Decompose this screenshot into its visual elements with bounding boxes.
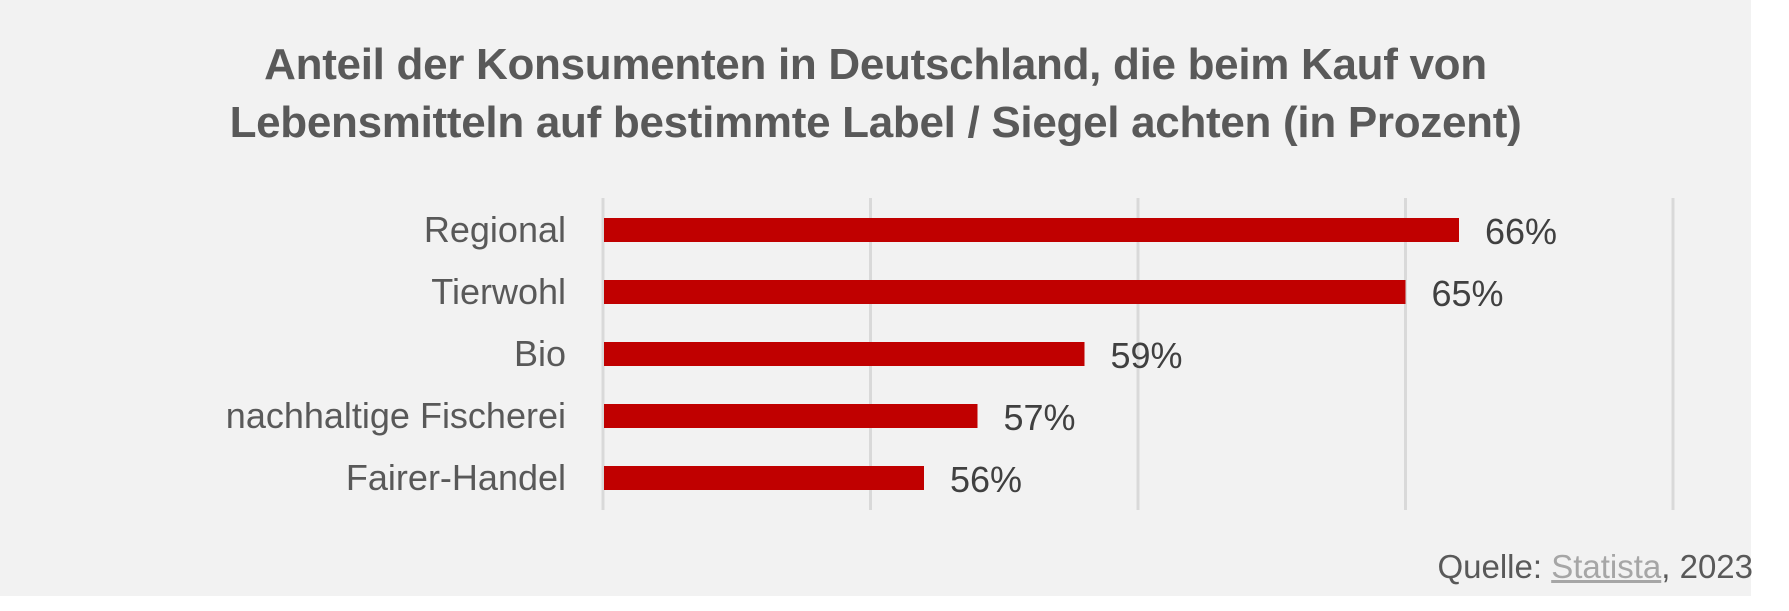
bar: [604, 342, 1085, 366]
value-label: 59%: [1111, 335, 1183, 376]
bars: [604, 218, 1459, 490]
category-label: Regional: [424, 209, 566, 250]
bar: [604, 218, 1459, 242]
category-labels: Regional Tierwohl Bio nachhaltige Fischerei…: [226, 209, 566, 498]
chart-title: Anteil der Konsumenten in Deutschland, d…: [0, 36, 1751, 152]
bar: [604, 466, 924, 490]
value-labels: 66% 65% 59% 57% 56%: [950, 211, 1557, 500]
category-label: Tierwohl: [431, 271, 566, 312]
chart-title-line-2: Lebensmitteln auf bestimmte Label / Sieg…: [229, 98, 1522, 147]
value-label: 65%: [1432, 273, 1504, 314]
source-suffix: , 2023: [1661, 548, 1753, 585]
bar: [604, 404, 978, 428]
value-label: 66%: [1485, 211, 1557, 252]
category-label: nachhaltige Fischerei: [226, 395, 566, 436]
value-label: 57%: [1004, 397, 1076, 438]
bar: [604, 280, 1406, 304]
source-prefix: Quelle:: [1437, 548, 1552, 585]
source-link-statista[interactable]: Statista: [1551, 548, 1662, 585]
category-label: Fairer-Handel: [346, 457, 566, 498]
source-note: Quelle: Statista, 2023: [1437, 548, 1753, 586]
category-label: Bio: [514, 333, 566, 374]
bar-chart: Regional Tierwohl Bio nachhaltige Fischerei…: [226, 198, 1675, 510]
chart-title-line-1: Anteil der Konsumenten in Deutschland, d…: [264, 40, 1487, 89]
value-label: 56%: [950, 459, 1022, 500]
gridlines: [601, 198, 1675, 510]
